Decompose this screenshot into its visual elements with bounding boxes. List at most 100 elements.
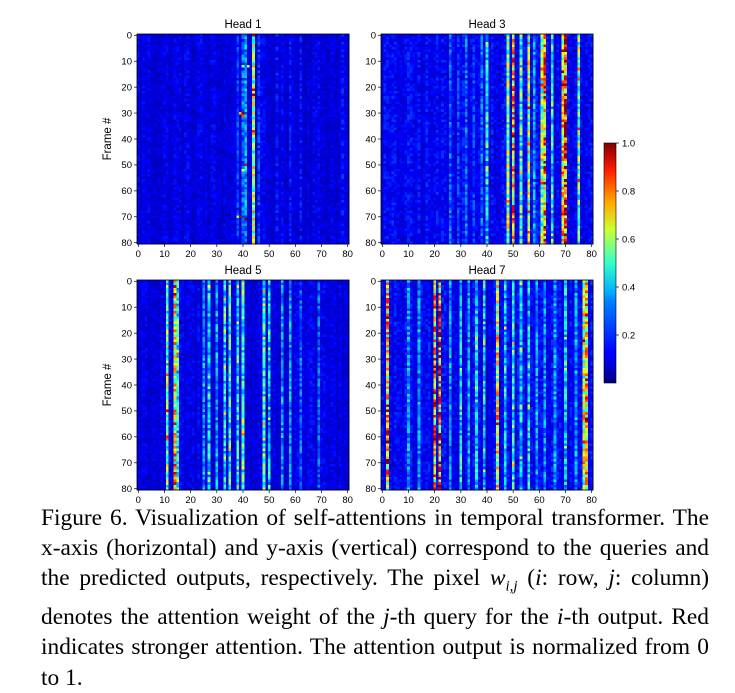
heatmap-cell: [233, 46, 237, 50]
heatmap-cell: [210, 109, 214, 113]
heatmap-cell: [309, 181, 313, 185]
heatmap-cell: [343, 127, 347, 131]
heatmap-cell: [194, 39, 198, 43]
heatmap-cell: [215, 179, 219, 183]
heatmap-cell: [283, 65, 287, 69]
heatmap-cell: [184, 179, 188, 183]
heatmap-cell: [301, 142, 305, 146]
heatmap-cell: [139, 158, 143, 162]
heatmap-cell: [147, 36, 151, 40]
heatmap-cell: [212, 78, 216, 82]
heatmap-cell: [191, 155, 195, 159]
heatmap-cell: [283, 101, 287, 105]
heatmap-cell: [244, 150, 248, 154]
heatmap-cell: [205, 106, 209, 110]
heatmap-cell: [152, 166, 156, 170]
heatmap-cell: [165, 98, 169, 102]
heatmap-cell: [220, 34, 224, 37]
heatmap-cell: [286, 140, 290, 144]
heatmap-cell: [181, 166, 185, 170]
heatmap-cell: [317, 158, 321, 162]
heatmap-cell: [186, 114, 190, 118]
heatmap-cell: [338, 140, 342, 144]
heatmap-cell: [328, 114, 332, 118]
heatmap-cell: [137, 127, 140, 131]
heatmap-cell: [299, 137, 303, 141]
heatmap-cell: [338, 91, 342, 94]
heatmap-cell: [155, 93, 159, 97]
heatmap-cell: [294, 111, 298, 115]
heatmap-cell: [246, 72, 250, 76]
heatmap-cell: [288, 153, 292, 157]
heatmap-cell: [286, 46, 290, 50]
heatmap-cell: [218, 150, 222, 154]
heatmap-cell: [267, 122, 271, 126]
heatmap-cell: [228, 145, 232, 149]
heatmap-cell: [220, 104, 224, 107]
heatmap-cell: [197, 109, 201, 113]
heatmap-cell: [218, 109, 222, 113]
heatmap-cell: [322, 161, 326, 164]
heatmap-cell: [207, 189, 211, 193]
heatmap-cell: [262, 70, 266, 74]
heatmap-cell: [312, 104, 316, 107]
heatmap-cell: [262, 52, 266, 56]
heatmap-cell: [150, 158, 154, 162]
heatmap-cell: [346, 140, 350, 144]
heatmap-cell: [262, 171, 266, 175]
heatmap-cell: [191, 161, 195, 164]
heatmap-cell: [189, 163, 193, 167]
heatmap-cell: [223, 189, 227, 193]
heatmap-cell: [286, 85, 290, 89]
heatmap-cell: [249, 65, 253, 69]
heatmap-cell: [312, 75, 316, 79]
heatmap-cell: [301, 176, 305, 180]
heatmap-cell: [252, 59, 256, 63]
heatmap-cell: [288, 101, 292, 105]
heatmap-cell: [239, 101, 243, 105]
heatmap-cell: [168, 83, 172, 87]
heatmap-cell: [231, 179, 235, 183]
heatmap-cell: [155, 85, 159, 89]
heatmap-cell: [294, 142, 298, 146]
heatmap-cell: [139, 168, 143, 172]
heatmap-cell: [265, 111, 269, 115]
heatmap-cell: [152, 83, 156, 87]
heatmap-cell: [254, 166, 258, 170]
heatmap-cell: [278, 70, 282, 74]
heatmap-cell: [246, 80, 250, 84]
heatmap-cell: [322, 93, 326, 97]
heatmap-cell: [346, 186, 350, 190]
heatmap-cell: [144, 67, 148, 71]
heatmap-cell: [286, 93, 290, 97]
heatmap-cell: [291, 179, 295, 183]
heatmap-cell: [328, 132, 332, 136]
heatmap-cell: [338, 119, 342, 123]
heatmap-cell: [176, 109, 180, 113]
heatmap-cell: [228, 140, 232, 144]
heatmap-cell: [178, 155, 182, 159]
heatmap-cell: [155, 41, 159, 45]
heatmap-cell: [199, 70, 203, 74]
heatmap-cell: [223, 36, 227, 40]
heatmap-cell: [168, 85, 172, 89]
heatmap-cell: [296, 114, 300, 118]
heatmap-cell: [202, 142, 206, 146]
heatmap-cell: [299, 129, 303, 133]
heatmap-cell: [218, 186, 222, 190]
heatmap-cell: [191, 148, 195, 152]
heatmap-cell: [325, 116, 329, 120]
heatmap-cell: [160, 80, 164, 84]
heatmap-cell: [325, 52, 329, 56]
heatmap-cell: [191, 158, 195, 162]
heatmap-cell: [335, 119, 339, 123]
heatmap-cell: [314, 161, 318, 164]
heatmap-cell: [288, 181, 292, 185]
heatmap-cell: [283, 75, 287, 79]
heatmap-cell: [228, 109, 232, 113]
heatmap-cell: [147, 168, 151, 172]
heatmap-cell: [178, 34, 182, 37]
heatmap-cell: [309, 129, 313, 133]
heatmap-cell: [275, 135, 279, 139]
heatmap-cell: [207, 39, 211, 43]
